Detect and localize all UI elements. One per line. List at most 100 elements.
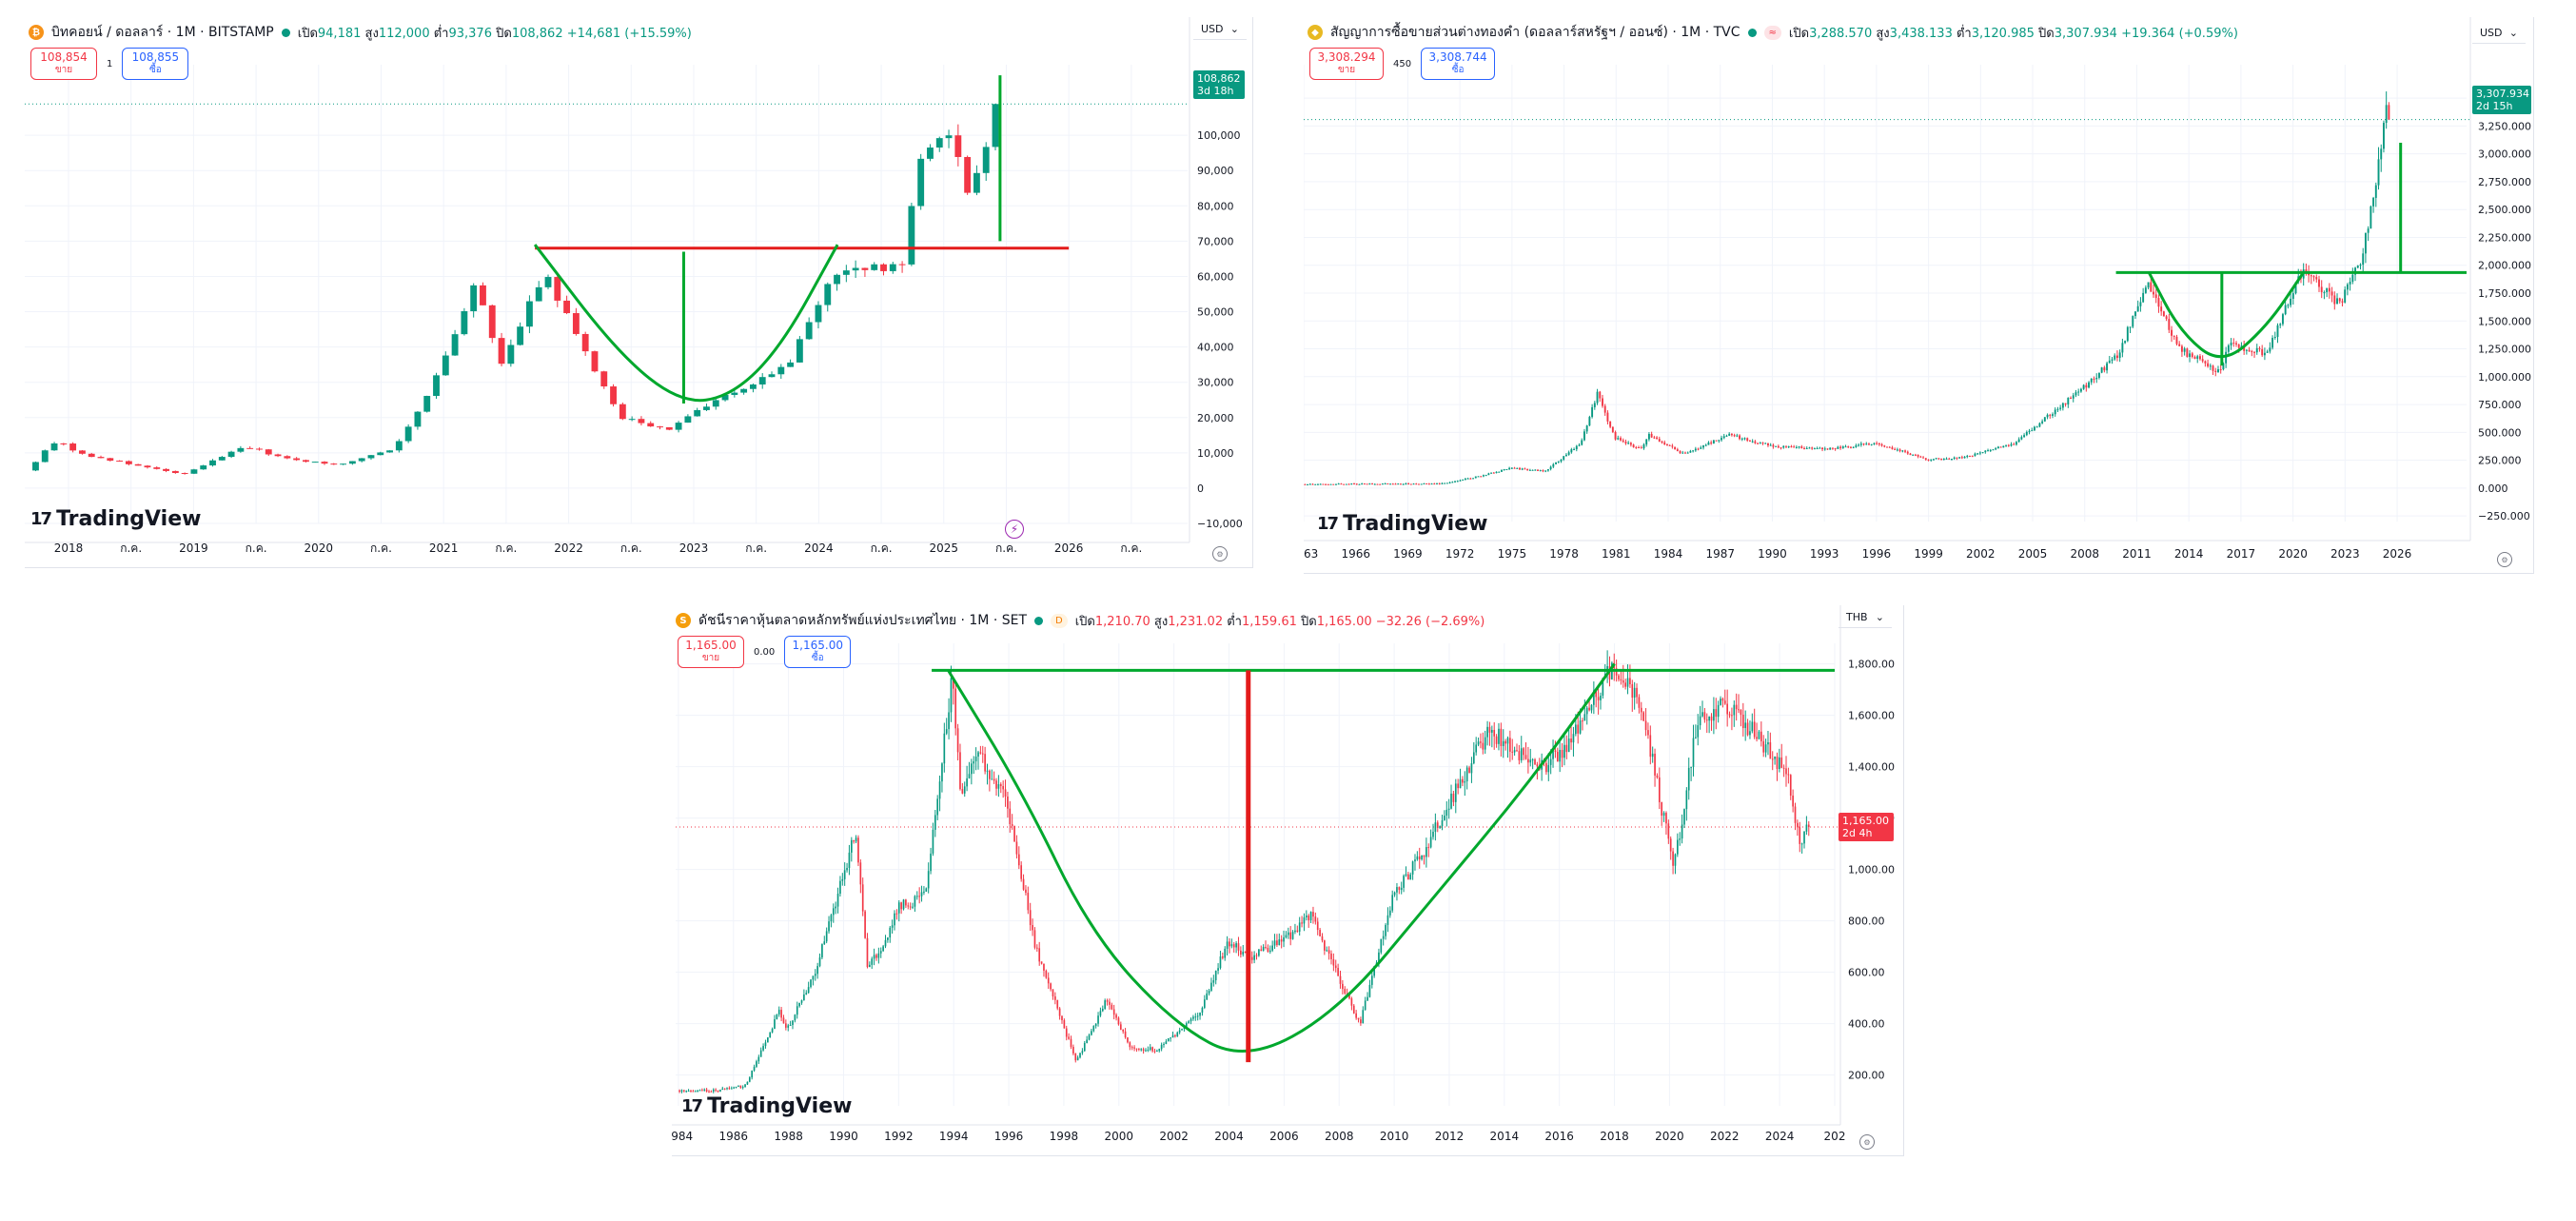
settings-icon[interactable]: ⚙ (1212, 546, 1228, 561)
candle-body (675, 423, 682, 430)
buy-button[interactable]: 3,308.744 ซื้อ (1421, 48, 1496, 80)
candle-body (2261, 348, 2264, 356)
candle-body (830, 915, 833, 922)
y-tick-label: 2,000.000 (2478, 260, 2531, 272)
currency-selector[interactable]: THB ⌄ (1839, 607, 1892, 628)
sell-button[interactable]: 3,308.294 ขาย (1309, 48, 1384, 80)
candle-body (1423, 855, 1426, 857)
candle-body (1258, 949, 1260, 956)
x-tick-label: 1966 (1341, 547, 1370, 561)
candle-body (941, 763, 943, 782)
btc-chart-panel[interactable]: 100,000 90,000 80,000 70,000 60,000 50,000 40,… (25, 17, 1253, 568)
candle-body (1355, 1013, 1357, 1018)
candle-body (1345, 483, 1347, 485)
candle-body (544, 277, 552, 287)
candle-body (1117, 1017, 1120, 1025)
candle-body (1978, 452, 1981, 454)
candle-body (1927, 459, 1930, 461)
candle-body (1035, 947, 1038, 949)
candle-body (2031, 430, 2034, 432)
candle-body (1826, 448, 1829, 450)
candle-body (1007, 796, 1009, 809)
candle-body (1528, 469, 1531, 471)
candle-body (1262, 947, 1265, 952)
candle-body (1723, 700, 1726, 704)
x-tick-label: 2020 (2278, 547, 2308, 561)
symbol-title[interactable]: บิทคอยน์ / ดอลลาร์ · 1M · BITSTAMP (51, 25, 274, 40)
candle-body (1852, 446, 1855, 448)
candle-body (1185, 1023, 1188, 1028)
grid-lines (1304, 65, 2467, 522)
candle-body (1642, 712, 1645, 721)
candle-body (683, 1090, 685, 1092)
candle-body (1981, 452, 1984, 454)
candle-body (2116, 355, 2118, 359)
y-tick-label: 2,500.000 (2478, 204, 2531, 216)
tradingview-logo[interactable]: 𝟭𝟳 TradingView (1317, 512, 1488, 536)
tradingview-logo[interactable]: 𝟭𝟳 TradingView (30, 507, 202, 531)
candle-body (1565, 744, 1568, 753)
candle-body (1504, 740, 1506, 744)
candle-body (1676, 449, 1679, 452)
settings-icon[interactable]: ⚙ (1859, 1134, 1875, 1150)
candle-body (1699, 716, 1701, 726)
candle-body (2085, 384, 2088, 388)
candle-body (1805, 448, 1808, 450)
candle-body (812, 975, 815, 980)
buy-button[interactable]: 1,165.00 ซื้อ (784, 636, 852, 668)
candle-body (1495, 736, 1498, 744)
y-tick-label: 1,600.00 (1848, 710, 1895, 722)
tradingview-logo[interactable]: 𝟭𝟳 TradingView (681, 1094, 853, 1118)
candle-body (721, 394, 729, 401)
candle-body (740, 388, 748, 393)
x-tick-label: 1990 (1758, 547, 1787, 561)
x-tick-label: 1998 (1050, 1130, 1079, 1143)
candle-body (2097, 372, 2100, 378)
flash-icon[interactable]: ⚡ (1005, 520, 1024, 539)
candle-body (815, 305, 822, 323)
settings-icon[interactable]: ⚙ (2497, 552, 2512, 567)
candle-body (1407, 482, 1410, 484)
candle-body (2067, 397, 2070, 404)
candle-body (1486, 726, 1488, 738)
currency-selector[interactable]: USD ⌄ (1193, 19, 1247, 40)
chevron-down-icon: ⌄ (2508, 27, 2518, 39)
y-tick-label: 400.00 (1848, 1018, 1885, 1031)
candle-body (2020, 437, 2023, 440)
candle-body (1618, 675, 1620, 679)
candle-body (1324, 940, 1326, 951)
candle-body (705, 1089, 708, 1092)
candle-body (1667, 823, 1670, 839)
candle-body (2077, 391, 2080, 393)
candle-body (1088, 1034, 1091, 1040)
candle-body (404, 426, 412, 442)
candle-body (728, 1088, 731, 1090)
candle-body (1409, 874, 1412, 880)
candle-body (678, 1090, 680, 1093)
gold-chart-panel[interactable]: 3,500.0003,250.0003,000.0002,750.0002,50… (1304, 17, 2534, 574)
buy-button[interactable]: 108,855 ซื้อ (122, 48, 189, 80)
candle-body (1017, 854, 1020, 866)
currency-selector[interactable]: USD ⌄ (2472, 23, 2526, 44)
sell-button[interactable]: 1,165.00 ขาย (678, 636, 744, 668)
set-chart-panel[interactable]: 1,800.001,600.001,400.001,200.001,000.00… (672, 605, 1904, 1156)
candle-body (1020, 865, 1023, 879)
candle-body (1380, 938, 1383, 953)
gold-chart-svg[interactable]: 3,500.0003,250.0003,000.0002,750.0002,50… (1304, 17, 2533, 573)
candle-body (50, 443, 58, 451)
candle-body (1841, 446, 1844, 448)
candle-body (796, 1006, 798, 1015)
spread-value: 0.00 (754, 646, 776, 658)
candle-body (1758, 731, 1760, 739)
quote-boxes: 108,854 ขาย 1 108,855 ซื้อ (30, 48, 189, 80)
candle-body (1092, 1026, 1095, 1032)
x-tick-label: 1996 (994, 1130, 1024, 1143)
candle-body (1482, 742, 1485, 750)
symbol-title[interactable]: สัญญาการซื้อขายส่วนต่างทองคำ (ดอลลาร์สหร… (1330, 25, 1740, 40)
set-chart-svg[interactable]: 1,800.001,600.001,400.001,200.001,000.00… (672, 605, 1903, 1155)
btc-chart-svg[interactable]: 100,000 90,000 80,000 70,000 60,000 50,000 40,… (25, 17, 1252, 567)
candle-body (1559, 749, 1562, 762)
sell-button[interactable]: 108,854 ขาย (30, 48, 97, 80)
symbol-title[interactable]: ดัชนีราคาหุ้นตลาดหลักทรัพย์แห่งประเทศไทย… (698, 613, 1028, 628)
candle-body (1482, 475, 1485, 477)
